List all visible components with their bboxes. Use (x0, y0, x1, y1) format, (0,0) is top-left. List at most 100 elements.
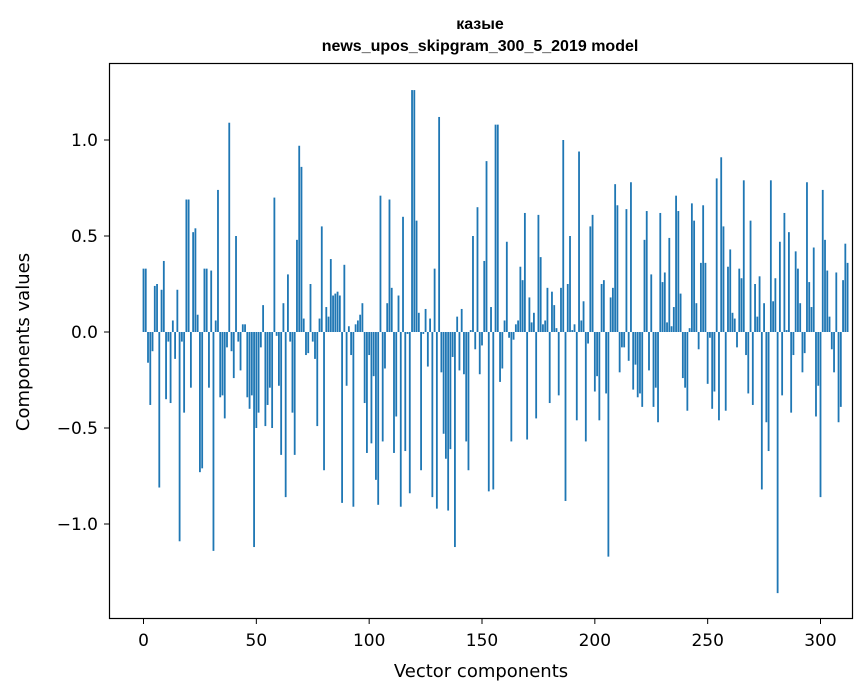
bar (444, 332, 447, 459)
bar (769, 180, 772, 332)
bar (345, 332, 348, 386)
bar (555, 328, 558, 332)
bar (794, 251, 797, 332)
bar (799, 303, 802, 332)
bar (512, 332, 515, 340)
bar (706, 332, 709, 384)
bar (652, 332, 655, 407)
bar (230, 332, 233, 352)
bar (654, 332, 657, 388)
bar (354, 324, 357, 332)
bar (564, 332, 567, 501)
y-axis-label: Components values (13, 253, 34, 431)
bar (632, 332, 635, 390)
bar (803, 332, 806, 354)
bar (368, 332, 371, 356)
bar (189, 332, 192, 388)
bar (302, 318, 305, 332)
bar (623, 332, 626, 348)
bar (296, 239, 298, 332)
bar (402, 216, 404, 332)
bar (463, 332, 465, 375)
bar (846, 262, 849, 332)
bar (390, 287, 393, 332)
bar (740, 278, 743, 332)
bar (704, 262, 707, 332)
bar (837, 332, 840, 423)
bar (663, 272, 666, 332)
bar (438, 116, 441, 333)
bar (429, 318, 431, 332)
bar (338, 295, 341, 332)
bar (643, 239, 646, 332)
bar (535, 332, 538, 419)
bar (458, 332, 461, 371)
bars-group (142, 90, 849, 594)
bar (806, 182, 808, 332)
bar (551, 291, 553, 332)
bar (844, 243, 847, 332)
bar (774, 278, 777, 332)
x-tick-label: 100 (353, 631, 385, 651)
bar (765, 332, 768, 423)
bar (262, 305, 265, 332)
bar (526, 332, 529, 440)
bar (255, 332, 258, 428)
bar (379, 195, 382, 332)
bar (219, 332, 222, 398)
bar (582, 301, 585, 332)
bar (359, 314, 362, 332)
bar (300, 166, 303, 332)
x-tick-label: 150 (466, 631, 498, 651)
bar (363, 332, 366, 404)
bar (201, 332, 204, 469)
bar (311, 332, 314, 342)
bar (158, 332, 161, 488)
bar (578, 151, 580, 332)
bar (733, 318, 736, 332)
bar (341, 332, 343, 503)
bar (492, 332, 495, 490)
bar (165, 332, 167, 400)
bar (530, 322, 533, 332)
bar (156, 284, 158, 332)
bar (742, 180, 745, 332)
bar (830, 332, 833, 350)
bar (758, 276, 761, 332)
bar (214, 320, 217, 332)
bar (490, 307, 492, 332)
bar (447, 332, 450, 511)
bar (760, 332, 763, 490)
bar (709, 332, 711, 338)
bar (598, 332, 601, 421)
bar (751, 332, 754, 405)
bar (842, 280, 844, 332)
bar (199, 332, 201, 473)
bar (451, 332, 454, 357)
bar (375, 332, 377, 480)
x-tick-label: 200 (579, 631, 611, 651)
bar (715, 178, 718, 332)
bar (609, 297, 612, 332)
bar (569, 236, 571, 332)
bar (797, 268, 799, 332)
bar (587, 332, 589, 344)
y-tick-label: 1.0 (71, 131, 98, 151)
bar (821, 189, 824, 332)
bar (248, 332, 251, 409)
bar (675, 195, 677, 332)
bar (226, 332, 228, 348)
bar (187, 199, 190, 332)
bar (347, 326, 350, 332)
bar (580, 320, 583, 332)
bar (223, 332, 226, 419)
bar (424, 308, 427, 332)
bar (280, 332, 283, 455)
bar (810, 307, 813, 332)
chart-title-line2: news_upos_skipgram_300_5_2019 model (322, 38, 639, 55)
bar (217, 189, 219, 332)
bar (350, 332, 353, 356)
bar (693, 220, 696, 332)
bar (819, 332, 822, 498)
bar (393, 332, 395, 453)
